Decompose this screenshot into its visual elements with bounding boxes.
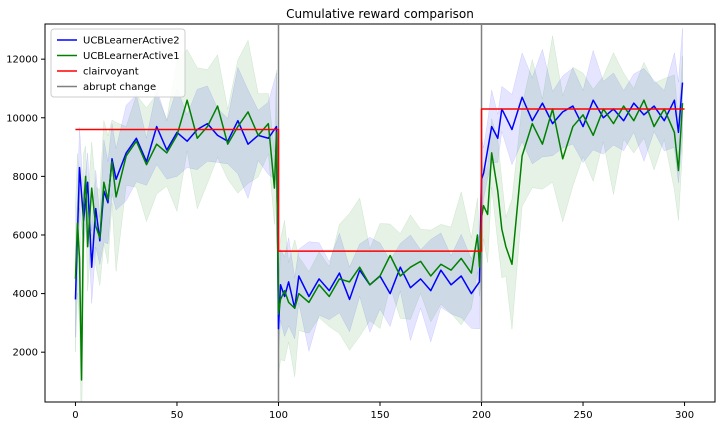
legend: UCBLearnerActive2 UCBLearnerActive1 clairv…	[50, 28, 186, 98]
band-UCBLearnerActive2	[75, 28, 683, 357]
y-tick-label: 12000	[6, 55, 38, 66]
chart-title: Cumulative reward comparison	[286, 7, 474, 21]
y-tick-label: 6000	[13, 230, 38, 241]
legend-label: UCBLearnerActive1	[83, 51, 180, 62]
x-tick-label: 50	[171, 410, 184, 421]
legend-label: clairvoyant	[83, 67, 139, 78]
x-tick-label: 150	[370, 410, 389, 421]
legend-label: UCBLearnerActive2	[83, 36, 180, 47]
y-tick-label: 2000	[13, 348, 38, 359]
y-tick-label: 10000	[6, 113, 38, 124]
x-tick-label: 100	[269, 410, 288, 421]
x-tick-label: 250	[573, 410, 592, 421]
legend-box	[50, 28, 186, 98]
legend-label: abrupt change	[83, 82, 156, 93]
y-axis: 2000 4000 6000 8000 10000 12000	[6, 55, 45, 359]
y-tick-label: 4000	[13, 289, 38, 300]
series-line-clairvoyant	[75, 108, 685, 252]
x-tick-label: 200	[472, 410, 491, 421]
series-line-UCBLearnerActive1	[74, 99, 684, 381]
x-tick-label: 300	[675, 410, 694, 421]
x-axis: 0 50 100 150 200 250 300	[72, 402, 694, 421]
y-tick-label: 8000	[13, 172, 38, 183]
x-tick-label: 0	[72, 410, 78, 421]
